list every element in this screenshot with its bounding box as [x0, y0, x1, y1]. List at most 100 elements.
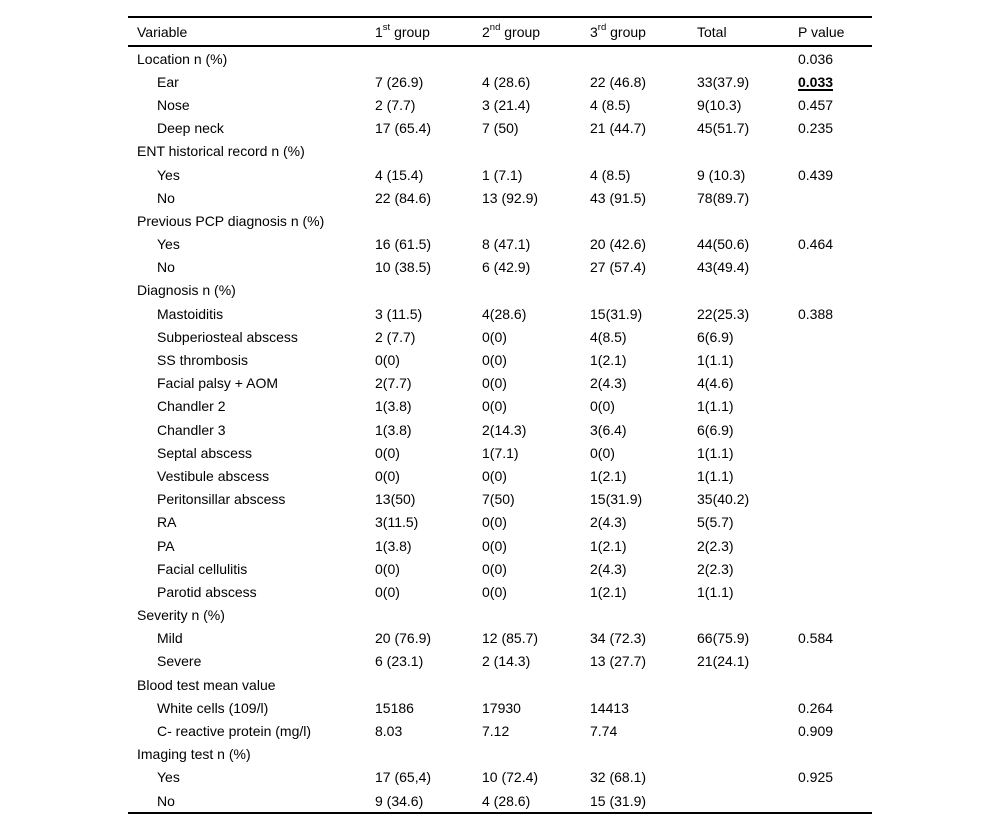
group2-cell: 10 (72.4): [482, 769, 539, 786]
group1-cell: 13(50): [375, 491, 416, 508]
variable-cell: No: [157, 259, 175, 276]
results-table: Variable 1st group 2nd group 3rd group Total…: [128, 16, 872, 815]
group1-cell: 15186: [375, 699, 414, 716]
total-cell: 1(1.1): [697, 352, 734, 369]
table-row: ENT historical record n (%): [128, 140, 872, 163]
group3-cell: 1(2.1): [590, 583, 627, 600]
group3-cell: 15(31.9): [590, 305, 643, 322]
group1-cell: 7 (26.9): [375, 73, 424, 90]
group3-cell: 1(2.1): [590, 467, 627, 484]
group2-cell: 8 (47.1): [482, 236, 531, 253]
group3-cell: 7.74: [590, 723, 618, 740]
variable-cell: Ear: [157, 73, 179, 90]
table-row: Peritonsillar abscess 13(50) 7(50) 15(31.9)…: [128, 488, 872, 511]
group2-cell: 3 (21.4): [482, 96, 531, 113]
column-header: 1st group: [375, 21, 430, 40]
group2-cell: 4(28.6): [482, 305, 527, 322]
total-cell: 1(1.1): [697, 398, 734, 415]
group1-cell: 0(0): [375, 352, 400, 369]
variable-cell: Blood test mean value: [137, 676, 276, 693]
group2-cell: 7.12: [482, 723, 510, 740]
total-cell: 1(1.1): [697, 583, 734, 600]
group1-cell: 0(0): [375, 467, 400, 484]
group1-cell: 3(11.5): [375, 514, 419, 531]
table-row: SS thrombosis 0(0) 0(0) 1(2.1) 1(1.1): [128, 348, 872, 371]
table-header-row: Variable 1st group 2nd group 3rd group Total…: [128, 16, 872, 47]
table-row: Imaging test n (%): [128, 743, 872, 766]
table-row: Nose 2 (7.7) 3 (21.4) 4 (8.5) 9(10.3) 0.457: [128, 93, 872, 116]
variable-cell: Deep neck: [157, 120, 224, 137]
table-row: Blood test mean value: [128, 673, 872, 696]
group1-cell: 0(0): [375, 583, 400, 600]
table-row: Parotid abscess 0(0) 0(0) 1(2.1) 1(1.1): [128, 580, 872, 603]
total-cell: 43(49.4): [697, 259, 750, 276]
group1-cell: 4 (15.4): [375, 166, 424, 183]
total-cell: 9(10.3): [697, 96, 742, 113]
group3-cell: 27 (57.4): [590, 259, 647, 276]
table-row: Diagnosis n (%): [128, 279, 872, 302]
total-cell: 35(40.2): [697, 491, 750, 508]
group2-cell: 4 (28.6): [482, 792, 531, 809]
variable-cell: C- reactive protein (mg/l): [157, 723, 312, 740]
variable-cell: White cells (109/l): [157, 699, 269, 716]
variable-cell: Vestibule abscess: [157, 467, 270, 484]
group2-cell: 1 (7.1): [482, 166, 523, 183]
group3-cell: 4 (8.5): [590, 96, 631, 113]
group3-cell: 2(4.3): [590, 560, 627, 577]
variable-cell: Facial palsy + AOM: [157, 375, 278, 392]
group3-cell: 20 (42.6): [590, 236, 647, 253]
group1-cell: 16 (61.5): [375, 236, 432, 253]
variable-cell: Facial cellulitis: [157, 560, 248, 577]
table-row: White cells (109/l) 15186 17930 14413 0.264: [128, 696, 872, 719]
table-row: Chandler 2 1(3.8) 0(0) 0(0) 1(1.1): [128, 395, 872, 418]
group2-cell: 17930: [482, 699, 521, 716]
pvalue-cell: 0.036: [798, 50, 834, 67]
group3-cell: 13 (27.7): [590, 653, 647, 670]
column-header: Variable: [137, 23, 188, 40]
table-row: C- reactive protein (mg/l) 8.03 7.12 7.74 0.…: [128, 719, 872, 742]
group2-cell: 2 (14.3): [482, 653, 531, 670]
group2-cell: 2(14.3): [482, 421, 527, 438]
pvalue-cell: 0.235: [798, 120, 834, 137]
group3-cell: 4 (8.5): [590, 166, 631, 183]
pvalue-cell: 0.909: [798, 723, 834, 740]
group2-cell: 1(7.1): [482, 444, 519, 461]
total-cell: 5(5.7): [697, 514, 734, 531]
group2-cell: 0(0): [482, 537, 507, 554]
group3-cell: 43 (91.5): [590, 189, 647, 206]
variable-cell: Severe: [157, 653, 202, 670]
variable-cell: Subperiosteal abscess: [157, 328, 298, 345]
pvalue-cell: 0.584: [798, 630, 834, 647]
group3-cell: 15(31.9): [590, 491, 643, 508]
group3-cell: 34 (72.3): [590, 630, 647, 647]
variable-cell: SS thrombosis: [157, 352, 249, 369]
table-row: Mastoiditis 3 (11.5) 4(28.6) 15(31.9) 22(25.…: [128, 302, 872, 325]
group3-cell: 32 (68.1): [590, 769, 647, 786]
pvalue-cell: 0.388: [798, 305, 834, 322]
group1-cell: 0(0): [375, 444, 400, 461]
group1-cell: 2 (7.7): [375, 328, 416, 345]
variable-cell: No: [157, 189, 175, 206]
variable-cell: Chandler 2: [157, 398, 226, 415]
variable-cell: Previous PCP diagnosis n (%): [137, 212, 325, 229]
group1-cell: 0(0): [375, 560, 400, 577]
group3-cell: 1(2.1): [590, 352, 627, 369]
table-row: RA 3(11.5) 0(0) 2(4.3) 5(5.7): [128, 511, 872, 534]
group2-cell: 0(0): [482, 560, 507, 577]
group2-cell: 13 (92.9): [482, 189, 539, 206]
total-cell: 2(2.3): [697, 537, 734, 554]
column-header: 2nd group: [482, 21, 541, 40]
table-row: No 10 (38.5) 6 (42.9) 27 (57.4) 43(49.4): [128, 256, 872, 279]
pvalue-cell: 0.439: [798, 166, 834, 183]
total-cell: 44(50.6): [697, 236, 750, 253]
table-row: Severity n (%): [128, 604, 872, 627]
variable-cell: Location n (%): [137, 50, 228, 67]
group1-cell: 1(3.8): [375, 537, 412, 554]
variable-cell: Parotid abscess: [157, 583, 257, 600]
pvalue-cell: 0.033: [798, 73, 834, 90]
variable-cell: Diagnosis n (%): [137, 282, 236, 299]
group2-cell: 0(0): [482, 583, 507, 600]
table-row: Yes 17 (65,4) 10 (72.4) 32 (68.1) 0.925: [128, 766, 872, 789]
group1-cell: 2(7.7): [375, 375, 412, 392]
table-row: Vestibule abscess 0(0) 0(0) 1(2.1) 1(1.1): [128, 464, 872, 487]
